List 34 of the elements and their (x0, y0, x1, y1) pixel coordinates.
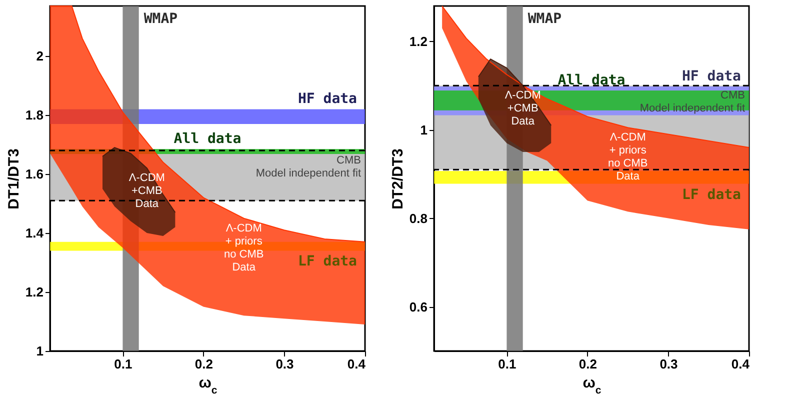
x-tick-label: 0.3 (660, 356, 678, 372)
y-tick-label: 1.2 (25, 284, 44, 300)
y-tick-label: 2 (36, 48, 44, 64)
x-tick-label: 0.2 (578, 356, 597, 372)
y-tick-label: 1 (420, 122, 428, 138)
y-axis-title: DT1/DT3 (5, 148, 22, 210)
band-label: CMB Model independent fit (256, 154, 361, 180)
x-tick-label: 0.1 (114, 356, 132, 372)
band-label: WMAP (144, 11, 178, 27)
band-label: HF data (298, 91, 357, 108)
x-axis-title: ω$_{c}$ (198, 374, 218, 396)
band-label: LF data (298, 254, 357, 270)
series-label: Λ-CDM +CMB Data (504, 90, 541, 128)
series-label: Λ-CDM + priors no CMB Data (608, 132, 648, 183)
x-tick-label: 0.3 (276, 356, 294, 372)
band-label: HF data (682, 68, 741, 84)
y-tick-label: 0.8 (409, 210, 428, 226)
x-tick-label: 0.1 (498, 356, 516, 372)
y-tick-label: 1.8 (25, 108, 44, 123)
series-label: Λ-CDM + priors no CMB Data (224, 222, 264, 274)
band-label: WMAP (528, 11, 562, 27)
y-tick-label: 1.2 (409, 34, 428, 49)
y-tick-label: 1.4 (25, 226, 44, 241)
x-tick-label: 0.4 (347, 356, 366, 372)
y-tick-label: 1 (36, 344, 44, 358)
y-tick-label: 1.6 (25, 166, 44, 182)
x-tick-label: 0.2 (194, 356, 213, 372)
band-label: LF data (682, 186, 741, 203)
x-tick-label: 0.4 (731, 356, 750, 372)
x-axis-title: ω$_{c}$ (582, 374, 602, 396)
y-axis-title: DT2/DT3 (389, 148, 406, 210)
y-tick-label: 0.6 (409, 299, 428, 314)
band-label: All data (558, 72, 626, 88)
band-label: All data (174, 131, 242, 148)
